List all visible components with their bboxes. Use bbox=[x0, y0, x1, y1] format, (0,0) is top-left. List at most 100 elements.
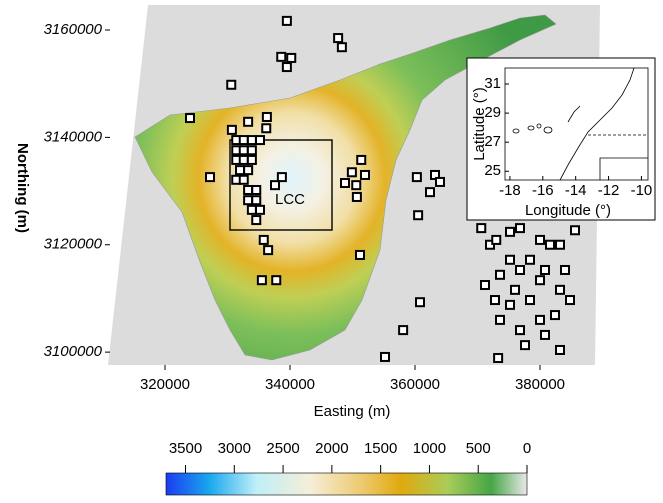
colorbar-tick-label: 0 bbox=[523, 440, 531, 457]
station bbox=[244, 166, 252, 174]
station bbox=[571, 226, 579, 234]
x-tick-label: 320000 bbox=[140, 376, 190, 393]
station bbox=[244, 196, 252, 204]
inset-x-tick-label: -10 bbox=[631, 182, 653, 199]
station bbox=[244, 186, 252, 194]
station bbox=[556, 286, 564, 294]
station bbox=[186, 114, 194, 122]
station bbox=[521, 341, 529, 349]
station bbox=[278, 173, 286, 181]
y-tick-label: 3100000 bbox=[44, 343, 103, 360]
station bbox=[496, 271, 504, 279]
station bbox=[262, 124, 270, 132]
inset-x-tick-label: -16 bbox=[532, 182, 554, 199]
station bbox=[511, 286, 519, 294]
page: LCC 320000340000360000380000310000031200… bbox=[0, 0, 663, 503]
station bbox=[477, 224, 485, 232]
colorbar bbox=[166, 473, 527, 495]
colorbar-tick-label: 2000 bbox=[315, 440, 348, 457]
station bbox=[556, 241, 564, 249]
station bbox=[526, 296, 534, 304]
colorbar-tick-label: 500 bbox=[466, 440, 491, 457]
station bbox=[236, 166, 244, 174]
station bbox=[348, 168, 356, 176]
station bbox=[334, 34, 342, 42]
station bbox=[248, 156, 256, 164]
station bbox=[506, 301, 514, 309]
inset-x-tick-label: -12 bbox=[598, 182, 620, 199]
station bbox=[536, 236, 544, 244]
station bbox=[506, 228, 514, 236]
y-axis-label: Northing (m) bbox=[14, 143, 31, 233]
lcc-label: LCC bbox=[275, 191, 305, 208]
station bbox=[536, 276, 544, 284]
station bbox=[283, 63, 291, 71]
figure: LCC 320000340000360000380000310000031200… bbox=[0, 0, 663, 503]
inset-x-label: Longitude (°) bbox=[525, 202, 611, 219]
station bbox=[414, 211, 422, 219]
station bbox=[546, 241, 554, 249]
x-tick-label: 380000 bbox=[515, 376, 565, 393]
station bbox=[260, 236, 268, 244]
station bbox=[341, 179, 349, 187]
inset-x-tick-label: -14 bbox=[565, 182, 587, 199]
station bbox=[556, 346, 564, 354]
station bbox=[287, 54, 295, 62]
station bbox=[436, 178, 444, 186]
station bbox=[283, 17, 291, 25]
colorbar-tick-label: 3500 bbox=[169, 440, 202, 457]
inset-x-tick-label: -18 bbox=[499, 182, 521, 199]
x-axis-label: Easting (m) bbox=[314, 403, 391, 420]
station bbox=[252, 196, 260, 204]
station bbox=[272, 276, 280, 284]
station bbox=[256, 206, 264, 214]
y-tick-label: 3140000 bbox=[44, 128, 103, 145]
station bbox=[516, 224, 524, 232]
station bbox=[399, 326, 407, 334]
station bbox=[277, 53, 285, 61]
station bbox=[256, 136, 264, 144]
station bbox=[491, 296, 499, 304]
station bbox=[416, 298, 424, 306]
station bbox=[248, 146, 256, 154]
inset-y-label: Latitude (°) bbox=[471, 87, 488, 161]
station bbox=[526, 256, 534, 264]
station bbox=[248, 136, 256, 144]
station bbox=[240, 176, 248, 184]
station bbox=[353, 193, 361, 201]
station bbox=[252, 186, 260, 194]
station bbox=[352, 181, 360, 189]
station bbox=[496, 316, 504, 324]
station bbox=[252, 216, 260, 224]
x-tick-label: 360000 bbox=[390, 376, 440, 393]
station bbox=[240, 136, 248, 144]
station bbox=[206, 173, 214, 181]
inset-y-tick-label: 25 bbox=[484, 162, 501, 179]
station bbox=[494, 354, 502, 362]
colorbar-tick-label: 1500 bbox=[364, 440, 397, 457]
station bbox=[381, 353, 389, 361]
station bbox=[481, 281, 489, 289]
station bbox=[516, 326, 524, 334]
station bbox=[361, 171, 369, 179]
colorbar-tick-label: 2500 bbox=[266, 440, 299, 457]
station bbox=[357, 156, 365, 164]
y-tick-label: 3120000 bbox=[44, 236, 103, 253]
y-tick-label: 3160000 bbox=[44, 21, 103, 38]
station bbox=[356, 251, 364, 259]
station bbox=[248, 206, 256, 214]
station bbox=[566, 296, 574, 304]
station bbox=[227, 81, 235, 89]
colorbar-tick-label: 3000 bbox=[218, 440, 251, 457]
station bbox=[264, 246, 272, 254]
station bbox=[228, 126, 236, 134]
station bbox=[413, 173, 421, 181]
station bbox=[426, 188, 434, 196]
station bbox=[541, 331, 549, 339]
station bbox=[551, 311, 559, 319]
station bbox=[516, 266, 524, 274]
station bbox=[561, 266, 569, 274]
station bbox=[271, 181, 279, 189]
station bbox=[541, 266, 549, 274]
colorbar-tick-label: 1000 bbox=[413, 440, 446, 457]
